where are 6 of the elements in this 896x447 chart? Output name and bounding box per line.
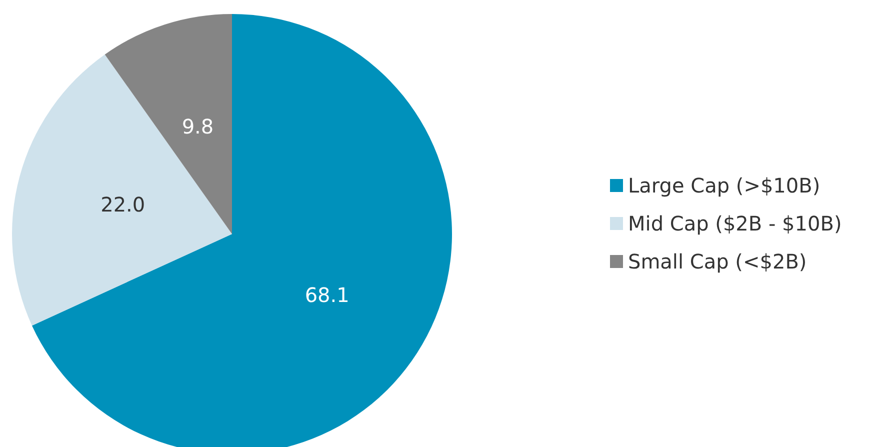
legend-label: Small Cap (<$2B) [628, 250, 807, 274]
legend-label: Mid Cap ($2B - $10B) [628, 212, 842, 236]
data-label: 22.0 [100, 192, 146, 217]
data-label: 68.1 [304, 283, 350, 308]
legend-label: Large Cap (>$10B) [628, 174, 820, 198]
data-label: 9.8 [182, 114, 214, 138]
